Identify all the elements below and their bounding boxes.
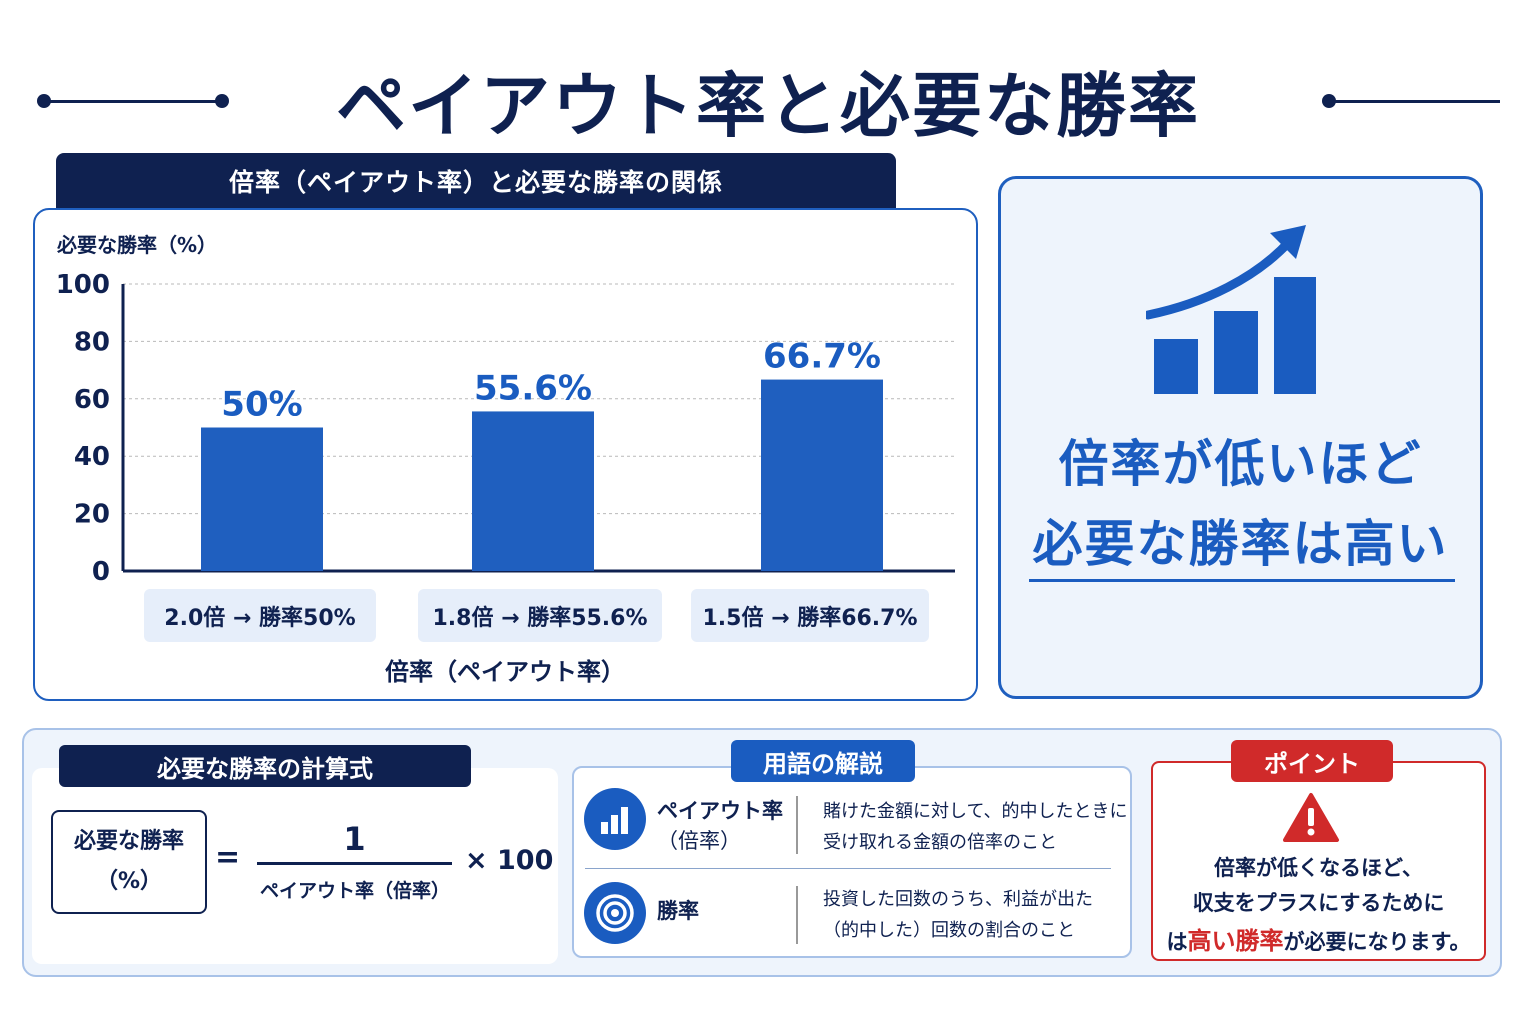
glossary-desc-1-line1: 賭けた金額に対して、的中したときに — [823, 801, 1128, 822]
formula-denominator: ペイアウト率（倍率） — [259, 880, 450, 902]
glossary-divider-v-1 — [796, 796, 798, 854]
formula-fraction-bar — [257, 862, 452, 865]
formula-lhs-line1: 必要な勝率 — [73, 829, 184, 854]
y-tick-label: 0 — [92, 557, 110, 587]
bar — [761, 379, 883, 571]
title-right-line — [1330, 100, 1500, 103]
formula-numerator: 1 — [343, 820, 366, 858]
bar-value-label: 66.7% — [763, 337, 881, 377]
glossary-desc-2: 投資した回数のうち、利益が出た （的中した）回数の割合のこと — [823, 884, 1093, 946]
x-tick-label: 1.5倍 → 勝率66.7% — [702, 605, 917, 631]
glossary-divider-v-2 — [796, 886, 798, 944]
bar — [472, 411, 594, 571]
glossary-desc-2-line2: （的中した）回数の割合のこと — [823, 920, 1075, 941]
point-line-3-highlight: 高い勝率 — [1187, 927, 1284, 955]
title-left-dot-inner — [215, 94, 229, 108]
x-tick-label: 1.8倍 → 勝率55.6% — [432, 605, 647, 631]
bar-chart-icon — [584, 788, 646, 850]
glossary-term-1-line2: （倍率） — [657, 829, 741, 853]
title-row: ペイアウト率と必要な勝率 — [0, 28, 1536, 147]
bar-chart: 必要な勝率（%） 0 20 40 60 80 100 50% 2.0倍 → 勝率50% 55.6%… — [56, 233, 955, 686]
point-line-3-pre: は — [1166, 930, 1188, 954]
warning-icon — [1283, 793, 1339, 842]
glossary-desc-1: 賭けた金額に対して、的中したときに 受け取れる金額の倍率のこと — [823, 796, 1128, 858]
category-label-box — [418, 589, 662, 642]
bar-value-label: 50% — [221, 385, 302, 425]
point-line-1: 倍率が低くなるほど、 — [1214, 856, 1423, 880]
point-line-3-post: が必要になります。 — [1283, 930, 1471, 954]
chart-heading: 倍率（ペイアウト率）と必要な勝率の関係 — [56, 153, 896, 208]
message-line-2: 必要な勝率は高い — [1032, 515, 1449, 573]
category-label-box — [691, 589, 929, 642]
message-underline — [1029, 579, 1455, 582]
y-tick-label: 20 — [74, 500, 110, 530]
glossary-term-1-line1: ペイアウト率 — [657, 799, 783, 823]
x-axis-label: 倍率（ペイアウト率） — [385, 658, 625, 686]
title-right-dot — [1322, 94, 1336, 108]
category-label-box — [144, 589, 376, 642]
glossary-divider — [585, 868, 1111, 869]
glossary-term-2-line1: 勝率 — [657, 899, 699, 923]
page-title: ペイアウト率と必要な勝率 — [336, 65, 1200, 147]
message-line-1: 倍率が低いほど — [1058, 435, 1423, 493]
target-icon — [584, 882, 646, 944]
point-heading: ポイント — [1231, 740, 1393, 782]
glossary-heading: 用語の解説 — [731, 740, 915, 782]
y-tick-label: 100 — [56, 270, 110, 300]
formula-times: × 100 — [465, 845, 554, 876]
formula-lhs-line2: （%） — [95, 869, 163, 894]
bar-value-label: 55.6% — [474, 368, 592, 408]
x-tick-label: 2.0倍 → 勝率50% — [164, 605, 355, 631]
y-tick-label: 60 — [74, 385, 110, 415]
y-tick-label: 40 — [74, 442, 110, 472]
glossary-desc-1-line2: 受け取れる金額の倍率のこと — [823, 832, 1057, 853]
y-tick-label: 80 — [74, 327, 110, 357]
point-line-2: 収支をプラスにするために — [1192, 891, 1445, 915]
glossary-term-1: ペイアウト率 （倍率） — [657, 796, 783, 856]
formula-heading: 必要な勝率の計算式 — [59, 745, 471, 787]
bar-chart-up-arrow-icon — [1146, 225, 1316, 394]
formula-lhs-box: 必要な勝率 （%） — [51, 810, 207, 914]
point-line-3: は高い勝率が必要になります。 — [1151, 921, 1486, 956]
title-left-dot — [37, 94, 51, 108]
formula-equals: = — [215, 840, 241, 875]
bar — [201, 427, 323, 571]
message-panel: 倍率が低いほど 必要な勝率は高い — [998, 176, 1483, 699]
glossary-term-2: 勝率 — [657, 896, 699, 926]
title-left-line — [46, 100, 221, 103]
y-axis-label: 必要な勝率（%） — [56, 233, 217, 257]
point-box — [1151, 761, 1486, 961]
glossary-desc-2-line1: 投資した回数のうち、利益が出た — [823, 889, 1093, 910]
